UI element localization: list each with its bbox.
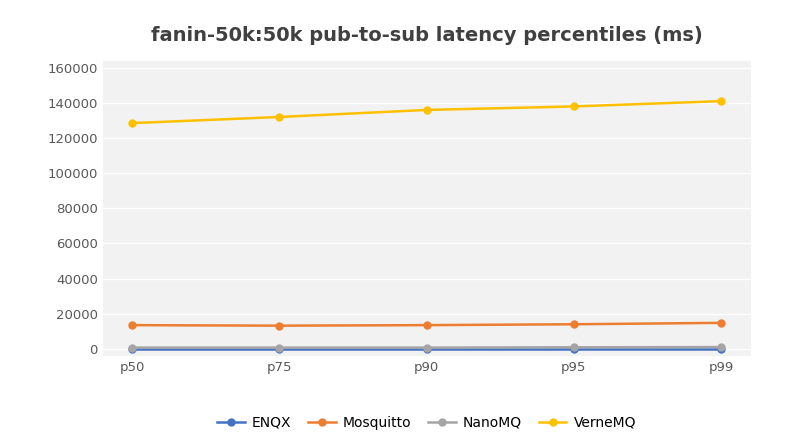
VerneMQ <box>717 99 726 104</box>
Mosquitto <box>717 320 726 326</box>
Legend: ENQX, Mosquitto, NanoMQ, VerneMQ: ENQX, Mosquitto, NanoMQ, VerneMQ <box>212 410 641 434</box>
Line: VerneMQ: VerneMQ <box>129 98 724 127</box>
Line: NanoMQ: NanoMQ <box>129 344 724 351</box>
Line: Mosquitto: Mosquitto <box>129 319 724 329</box>
NanoMQ <box>275 345 284 350</box>
Mosquitto <box>275 323 284 328</box>
Line: ENQX: ENQX <box>129 345 724 352</box>
NanoMQ <box>127 345 137 350</box>
ENQX <box>422 346 431 351</box>
VerneMQ <box>422 107 431 112</box>
NanoMQ <box>422 345 431 350</box>
Mosquitto <box>127 322 137 328</box>
ENQX <box>569 346 578 351</box>
NanoMQ <box>569 345 578 350</box>
ENQX <box>127 346 137 351</box>
Title: fanin-50k:50k pub-to-sub latency percentiles (ms): fanin-50k:50k pub-to-sub latency percent… <box>151 26 702 45</box>
ENQX <box>717 346 726 351</box>
Mosquitto <box>569 322 578 327</box>
NanoMQ <box>717 345 726 350</box>
VerneMQ <box>569 104 578 109</box>
ENQX <box>275 346 284 351</box>
VerneMQ <box>275 115 284 120</box>
VerneMQ <box>127 121 137 126</box>
Mosquitto <box>422 322 431 328</box>
